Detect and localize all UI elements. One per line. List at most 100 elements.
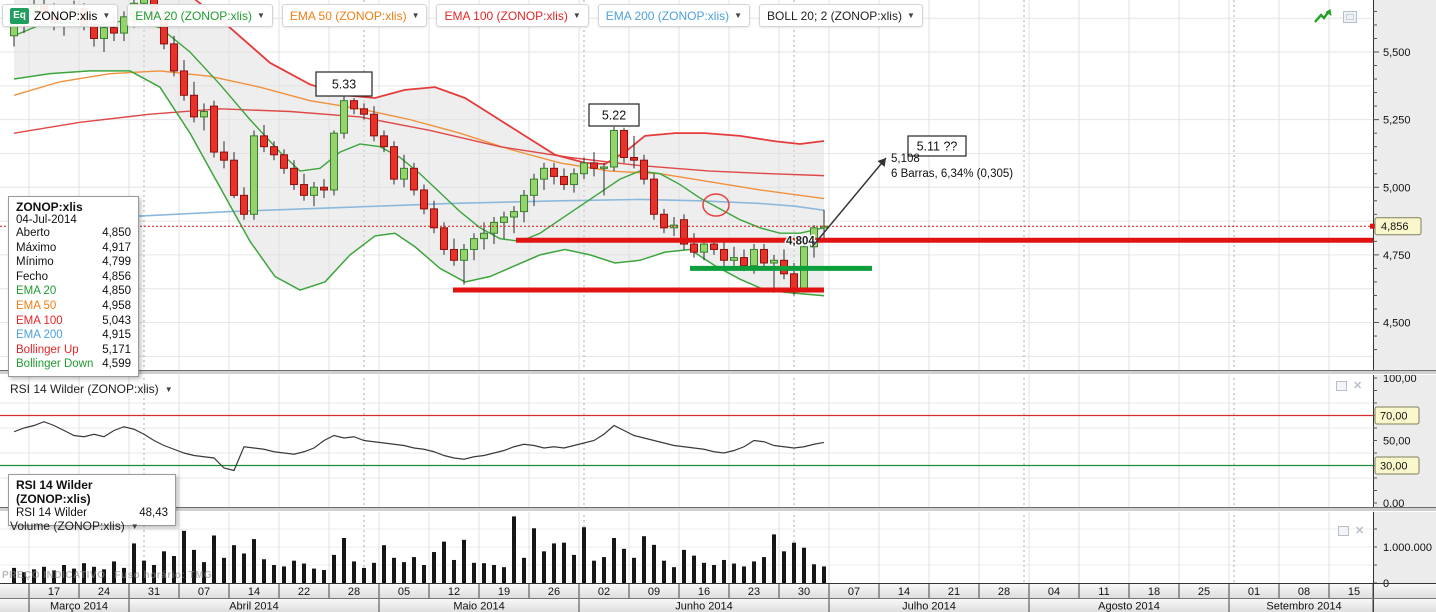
ohlc-tooltip: ZONOP:xlis 04-Jul-2014 Aberto 4,850 Máximo… bbox=[8, 196, 139, 377]
svg-text:02: 02 bbox=[598, 586, 610, 598]
tooltip-row: Bollinger Down 4,599 bbox=[16, 358, 131, 371]
maximize-icon[interactable] bbox=[1343, 11, 1357, 23]
rsi-panel bbox=[0, 373, 1373, 507]
tooltip-rows: Aberto 4,850 Máximo 4,917 Mínimo 4,799 Fecho 4,… bbox=[16, 226, 131, 372]
svg-text:100,00: 100,00 bbox=[1383, 373, 1417, 385]
indicator-chip-0[interactable]: EMA 20 (ZONOP:xlis) ▼ bbox=[127, 4, 273, 27]
watermark: PREÇO INDICATIVO Fuso horário: TMG bbox=[2, 570, 221, 581]
price-axis-bg[interactable] bbox=[1373, 0, 1436, 612]
symbol-chip[interactable]: Eq ZONOP:xlis ▼ bbox=[2, 4, 119, 27]
tooltip-row: EMA 200 4,915 bbox=[16, 329, 131, 342]
rsi-tooltip-value: 48,43 bbox=[139, 507, 168, 519]
indicator-chip-4[interactable]: BOLL 20; 2 (ZONOP:xlis) ▼ bbox=[759, 4, 923, 27]
svg-text:14: 14 bbox=[898, 586, 910, 598]
svg-text:70,00: 70,00 bbox=[1380, 411, 1408, 423]
chevron-down-icon[interactable]: ▼ bbox=[256, 10, 265, 20]
svg-text:30,00: 30,00 bbox=[1380, 461, 1408, 473]
svg-text:04: 04 bbox=[1048, 586, 1060, 598]
svg-text:28: 28 bbox=[998, 586, 1010, 598]
close-icon[interactable]: ✕ bbox=[1353, 380, 1363, 392]
tooltip-symbol: ZONOP:xlis bbox=[16, 200, 83, 214]
trend-arrow-icon[interactable] bbox=[1313, 8, 1333, 26]
svg-text:Abril 2014: Abril 2014 bbox=[229, 601, 279, 612]
note-text-0: 5,108 bbox=[891, 153, 920, 165]
svg-text:Junho 2014: Junho 2014 bbox=[675, 601, 733, 612]
svg-text:5.11 ??: 5.11 ?? bbox=[917, 140, 958, 154]
tooltip-row: EMA 50 4,958 bbox=[16, 299, 131, 312]
svg-text:5,000: 5,000 bbox=[1383, 182, 1411, 194]
svg-text:12: 12 bbox=[448, 586, 460, 598]
indicator-chip-label: EMA 100 (ZONOP:xlis) bbox=[444, 8, 568, 23]
chevron-down-icon[interactable]: ▼ bbox=[572, 10, 581, 20]
indicator-chip-label: EMA 50 (ZONOP:xlis) bbox=[289, 8, 407, 23]
svg-text:4,750: 4,750 bbox=[1383, 250, 1411, 262]
rsi-tooltip-title: RSI 14 Wilder (ZONOP:xlis) bbox=[16, 478, 93, 506]
tooltip-row: Mínimo 4,799 bbox=[16, 256, 131, 269]
main-price-panel: 4,804 5.33 5.22 5.11 ??5,108 6 Barras, 6,34%… bbox=[0, 0, 1373, 370]
month-axis-bg[interactable] bbox=[0, 598, 1436, 612]
svg-text:Maio 2014: Maio 2014 bbox=[453, 601, 504, 612]
svg-text:15: 15 bbox=[1348, 586, 1360, 598]
svg-text:26: 26 bbox=[548, 586, 560, 598]
svg-text:07: 07 bbox=[198, 586, 210, 598]
indicator-chip-3[interactable]: EMA 200 (ZONOP:xlis) ▼ bbox=[597, 4, 751, 27]
price-callout-1[interactable] bbox=[588, 103, 640, 127]
close-icon[interactable]: ✕ bbox=[1355, 525, 1365, 537]
svg-text:Março 2014: Março 2014 bbox=[50, 601, 108, 612]
tooltip-row: EMA 20 4,850 bbox=[16, 285, 131, 298]
ema-20-line bbox=[13, 18, 825, 243]
ema-100-line bbox=[13, 108, 825, 177]
bollinger-up-line bbox=[194, 0, 825, 165]
ema-200-line bbox=[13, 198, 825, 222]
bollinger-band-fill bbox=[14, 0, 824, 296]
chart-corner-tools bbox=[1313, 8, 1357, 26]
week-axis-bg[interactable] bbox=[0, 583, 1436, 598]
chevron-down-icon[interactable]: ▼ bbox=[102, 10, 111, 20]
chevron-down-icon[interactable]: ▼ bbox=[411, 10, 420, 20]
svg-text:17: 17 bbox=[48, 586, 60, 598]
price-axis[interactable]: 5,500 5,250 5,000 4,750 4,500 4,856 100,00 70,0… bbox=[1370, 0, 1432, 612]
svg-text:50,00: 50,00 bbox=[1383, 436, 1411, 448]
rsi-panel-header[interactable]: RSI 14 Wilder (ZONOP:xlis) ▼ bbox=[10, 382, 173, 396]
restore-icon[interactable] bbox=[1338, 525, 1349, 536]
panel-divider[interactable] bbox=[0, 370, 1436, 375]
indicator-chip-2[interactable]: EMA 100 (ZONOP:xlis) ▼ bbox=[436, 4, 589, 27]
svg-text:25: 25 bbox=[1198, 586, 1210, 598]
time-axis[interactable]: 17 24 31 07 14 22 28 05 12 19 26 02 09 16 23 30 07 14 21 28… bbox=[0, 583, 1436, 612]
tooltip-row: Máximo 4,917 bbox=[16, 241, 131, 254]
svg-text:11: 11 bbox=[1098, 586, 1109, 598]
rsi-tooltip: RSI 14 Wilder (ZONOP:xlis) RSI 14 Wilder… bbox=[8, 474, 176, 526]
arrow-head bbox=[877, 158, 886, 167]
watermark-price-indicative: PREÇO INDICATIVO bbox=[2, 570, 106, 581]
volume-panel-header[interactable]: Volume (ZONOP:xlis) ▼ bbox=[10, 519, 139, 533]
indicator-chip-label: BOLL 20; 2 (ZONOP:xlis) bbox=[767, 8, 902, 23]
panel-divider[interactable] bbox=[0, 507, 1436, 512]
chevron-down-icon[interactable]: ▼ bbox=[906, 10, 915, 20]
price-callout-2[interactable] bbox=[907, 135, 967, 157]
symbol-label: ZONOP:xlis bbox=[34, 8, 98, 23]
indicator-chip-label: EMA 20 (ZONOP:xlis) bbox=[135, 8, 252, 23]
last-price-tag bbox=[1374, 217, 1422, 236]
chevron-down-icon[interactable]: ▼ bbox=[734, 10, 743, 20]
note-text-1: 6 Barras, 6,34% (0,305) bbox=[891, 168, 1013, 180]
svg-text:31: 31 bbox=[148, 586, 160, 598]
circle-annotation[interactable] bbox=[702, 193, 730, 217]
svg-text:01: 01 bbox=[1248, 586, 1260, 598]
svg-text:28: 28 bbox=[348, 586, 360, 598]
rsi-line bbox=[13, 421, 825, 472]
watermark-timezone: Fuso horário: TMG bbox=[114, 570, 213, 581]
svg-text:Julho 2014: Julho 2014 bbox=[902, 601, 956, 612]
svg-text:08: 08 bbox=[1298, 586, 1310, 598]
indicator-chip-label: EMA 200 (ZONOP:xlis) bbox=[605, 8, 730, 23]
tooltip-row: Fecho 4,856 bbox=[16, 270, 131, 283]
indicator-chip-1[interactable]: EMA 50 (ZONOP:xlis) ▼ bbox=[281, 4, 428, 27]
chevron-down-icon[interactable]: ▼ bbox=[130, 521, 139, 531]
chevron-down-icon[interactable]: ▼ bbox=[164, 384, 173, 394]
price-callout-0[interactable] bbox=[315, 71, 373, 97]
restore-icon[interactable] bbox=[1336, 380, 1347, 391]
arrow-annotation[interactable] bbox=[811, 157, 887, 248]
rsi-header-label: RSI 14 Wilder (ZONOP:xlis) bbox=[10, 382, 159, 396]
indicator-toolbar: Eq ZONOP:xlis ▼ EMA 20 (ZONOP:xlis) ▼ EMA … bbox=[2, 4, 923, 27]
ema-50-line bbox=[13, 70, 825, 200]
